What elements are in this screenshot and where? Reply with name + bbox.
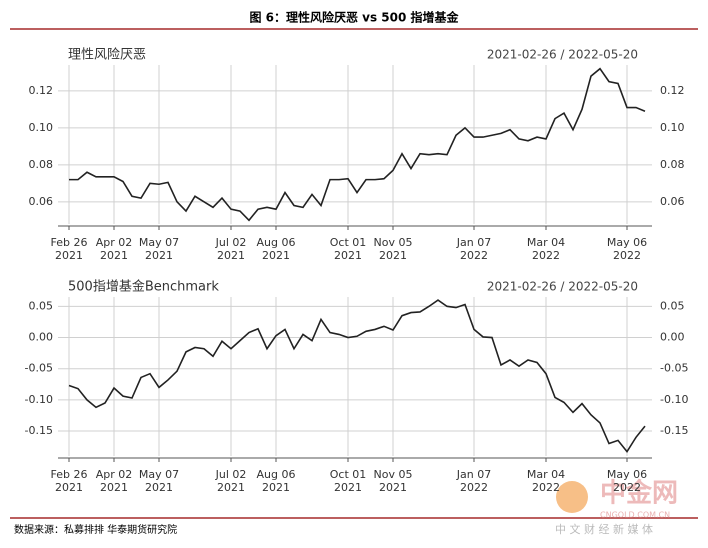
- x-tick-label: Apr 02 2021: [95, 236, 133, 262]
- x-tick-label: May 07 2021: [138, 468, 180, 494]
- x-tick-label: May 06 2022: [606, 468, 648, 494]
- x-tick-label: Jan 07 2022: [456, 468, 492, 494]
- y-tick-label: 0.10: [29, 121, 54, 134]
- y-tick-label: -0.05: [25, 362, 53, 375]
- x-tick-label: Oct 01 2021: [329, 468, 367, 494]
- chart-title: 理性风险厌恶: [68, 48, 146, 63]
- x-tick-label: Nov 05 2021: [373, 468, 413, 494]
- x-tick-label: Feb 26 2021: [50, 236, 88, 262]
- y-tick-label: -0.15: [25, 424, 53, 437]
- x-tick-label: May 06 2022: [606, 236, 648, 262]
- watermark-slogan: 中 文 财 经 新 媒 体: [555, 522, 653, 536]
- y-tick-label: -0.10: [25, 393, 53, 406]
- y2-tick-label: -0.10: [660, 393, 688, 406]
- x-tick-label: Mar 04 2022: [526, 236, 566, 262]
- x-tick-label: Nov 05 2021: [373, 236, 413, 262]
- watermark-site: CNGOLD.COM.CN: [600, 511, 670, 520]
- y-tick-label: 0.12: [29, 84, 54, 97]
- y2-tick-label: 0.08: [660, 158, 685, 171]
- y2-tick-label: -0.05: [660, 362, 688, 375]
- x-tick-label: Aug 06 2021: [256, 468, 296, 494]
- figure-title: 图 6：理性风险厌恶 vs 500 指增基金: [249, 10, 459, 25]
- x-tick-label: Feb 26 2021: [50, 468, 88, 494]
- x-tick-label: Aug 06 2021: [256, 236, 296, 262]
- y-tick-label: 0.08: [29, 158, 54, 171]
- y2-tick-label: -0.15: [660, 424, 688, 437]
- y2-tick-label: 0.00: [660, 331, 685, 344]
- chart-subtitle: 2021-02-26 / 2022-05-20: [487, 48, 638, 62]
- y2-tick-label: 0.06: [660, 195, 685, 208]
- y-tick-label: 0.06: [29, 195, 54, 208]
- y2-tick-label: 0.05: [660, 299, 685, 312]
- y2-tick-label: 0.10: [660, 121, 685, 134]
- x-tick-label: Jul 02 2021: [215, 236, 247, 262]
- x-tick-label: Jan 07 2022: [456, 236, 492, 262]
- y-tick-label: 0.05: [29, 299, 54, 312]
- watermark-icon: [556, 481, 588, 513]
- x-tick-label: Mar 04 2022: [526, 468, 566, 494]
- watermark-logo: 中金网: [600, 478, 678, 509]
- x-tick-label: Oct 01 2021: [329, 236, 367, 262]
- x-tick-label: Apr 02 2021: [95, 468, 133, 494]
- chart-title: 500指增基金Benchmark: [68, 279, 219, 295]
- y-tick-label: 0.00: [29, 331, 54, 344]
- line-series: [69, 67, 646, 222]
- line-series: [68, 299, 646, 454]
- x-tick-label: May 07 2021: [138, 236, 180, 262]
- source: 数据来源：私募排排 华泰期货研究院: [14, 523, 177, 536]
- x-tick-label: Jul 02 2021: [215, 468, 247, 494]
- chart-subtitle: 2021-02-26 / 2022-05-20: [487, 280, 638, 294]
- y2-tick-label: 0.12: [660, 84, 685, 97]
